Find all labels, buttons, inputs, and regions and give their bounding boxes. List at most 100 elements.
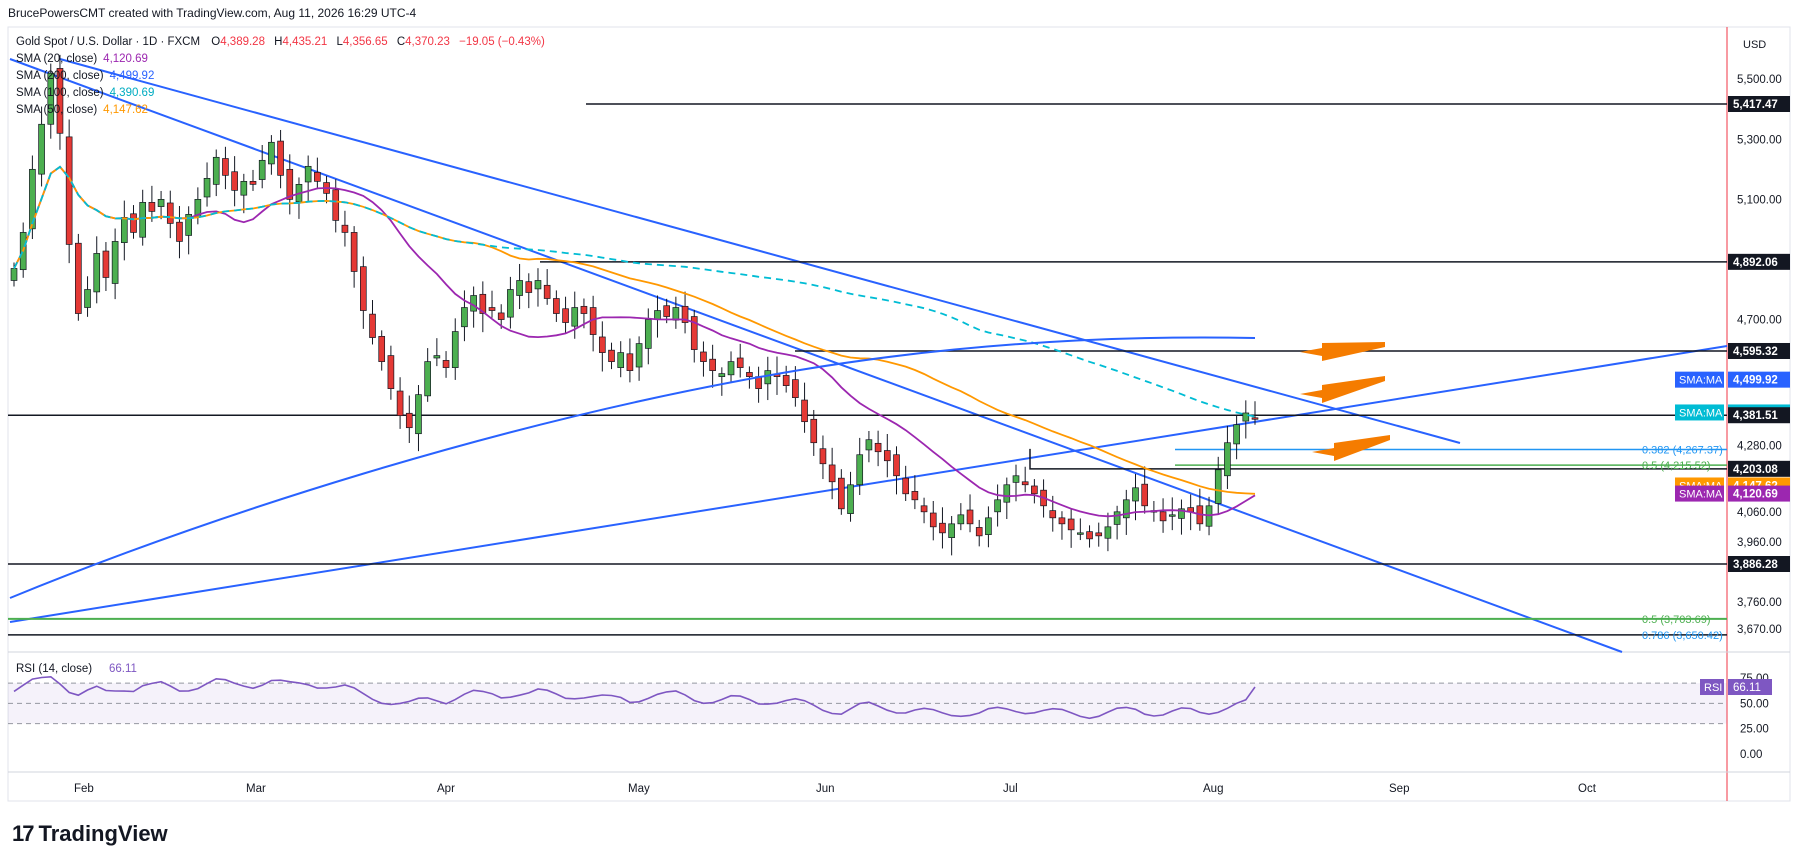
candle-body	[975, 527, 983, 537]
price-label-tag-bg	[1675, 485, 1724, 502]
tradingview-logo[interactable]: 17 TradingView	[12, 820, 168, 848]
candle-body	[424, 361, 431, 397]
rsi-value-axis: 66.11	[1733, 682, 1761, 694]
fib-label: 0.786 (3,650.42)	[1642, 630, 1723, 642]
candle-body	[801, 399, 808, 423]
price-label-bg	[1728, 460, 1790, 477]
price-label-bg	[1728, 96, 1790, 112]
trendline-long-descending	[59, 58, 1461, 444]
time-axis-tick: Sep	[1389, 783, 1409, 795]
price-axis-tick: 4,060.00	[1737, 507, 1782, 519]
candle-body	[792, 379, 799, 399]
publisher-text: BrucePowersCMT created with TradingView.…	[8, 6, 417, 20]
candle-body	[1104, 526, 1112, 539]
candle-body	[700, 351, 707, 362]
candle-body	[718, 373, 726, 377]
price-label-bg	[1728, 407, 1790, 424]
candle-body	[672, 307, 680, 321]
ohlc-close: 4,370.23	[405, 36, 450, 48]
candle-body	[84, 289, 91, 308]
price-axis-tick: 4,700.00	[1737, 315, 1782, 327]
candle-body	[479, 293, 487, 314]
candle-body	[1233, 424, 1240, 445]
indicator-sma50[interactable]: SMA (50, close) 4,147.62	[16, 104, 148, 116]
sma200-line	[9, 336, 1256, 599]
rsi-tag: RSI	[1704, 682, 1722, 694]
candle-body	[415, 394, 422, 435]
orange-arrow-annotation	[1300, 376, 1385, 403]
indicator-sma200[interactable]: SMA (200, close) 4,499.92	[16, 70, 155, 82]
price-label: SMA:MA 4,499.92	[1675, 371, 1790, 388]
candle-body	[608, 349, 615, 362]
price-chart[interactable]: 0.382 (4,267.37) 0.5 (4,215.52) 0.5 (3,703…	[0, 26, 1802, 810]
time-axis-tick: Apr	[437, 783, 455, 795]
price-label-bg	[1728, 371, 1790, 388]
candle-body	[736, 357, 744, 368]
price-label: 4,892.06	[1728, 253, 1790, 270]
candle-body	[1168, 514, 1176, 517]
candle-body	[360, 266, 367, 311]
candle-body	[1012, 475, 1020, 483]
candle-body	[1067, 518, 1075, 531]
candle-body	[249, 180, 257, 185]
price-label: 4,203.08	[1728, 460, 1790, 477]
candle-body	[332, 189, 340, 221]
candle-body	[847, 484, 854, 514]
candle-body	[203, 177, 211, 198]
price-label-tag: SMA:MA	[1679, 489, 1723, 501]
candle-body	[1224, 442, 1231, 477]
indicator-sma20[interactable]: SMA (20, close) 4,120.69	[16, 53, 148, 65]
price-axis-tick: 5,500.00	[1737, 74, 1782, 86]
candle-body	[543, 284, 551, 299]
currency-label: USD	[1743, 39, 1766, 51]
candle-body	[1122, 499, 1130, 519]
indicator-sma100[interactable]: SMA (100, close) 4,390.69	[16, 87, 155, 99]
symbol-title: Gold Spot / U.S. Dollar · 1D · FXCM	[16, 36, 201, 48]
candle-body	[534, 280, 542, 290]
candle-body	[948, 523, 955, 538]
candle-body	[314, 171, 321, 182]
candle-body	[681, 305, 689, 323]
candle-body	[102, 250, 110, 278]
price-label: 4,381.51	[1728, 407, 1790, 424]
time-axis-tick: Mar	[246, 783, 266, 795]
candle-body	[405, 412, 413, 429]
ohlc-low: 4,356.65	[342, 36, 388, 48]
candle-body	[1095, 532, 1103, 537]
candle-body	[580, 305, 588, 314]
candle-body	[746, 372, 753, 377]
time-axis-tick: Jul	[1003, 783, 1018, 795]
time-axis-tick: Feb	[74, 783, 94, 795]
price-label-bg	[1728, 253, 1790, 270]
fib-label: 0.5 (3,703.69)	[1642, 614, 1711, 626]
rsi-tag-bg	[1700, 679, 1724, 696]
candle-body	[176, 221, 183, 242]
candle-body	[378, 336, 386, 362]
time-axis-tick: Aug	[1203, 783, 1223, 795]
candle-body	[1077, 532, 1084, 535]
candle-body	[994, 499, 1001, 513]
candle-body	[1214, 469, 1222, 504]
candle-body	[222, 158, 229, 176]
candle-body	[654, 310, 661, 320]
time-axis-tick: May	[628, 783, 650, 795]
candle-body	[571, 307, 579, 327]
rsi-label: RSI (14, close)	[16, 663, 92, 675]
candle-body	[1003, 484, 1011, 503]
price-label-text: 4,203.08	[1733, 464, 1778, 476]
candle-body	[166, 202, 174, 224]
candle-body	[507, 289, 514, 318]
candle-body	[139, 202, 147, 238]
price-label-text: 5,417.47	[1733, 99, 1778, 111]
candle-body	[856, 454, 864, 486]
price-label: 5,417.47	[1728, 96, 1790, 112]
candle-body	[1242, 412, 1250, 422]
price-axis-tick: 5,100.00	[1737, 194, 1782, 206]
candle-body	[38, 123, 45, 175]
rsi-value: 66.11	[109, 663, 137, 675]
candle-body	[1251, 417, 1259, 420]
price-label-tag-bg	[1675, 404, 1724, 421]
candle-body	[120, 217, 128, 243]
candle-body	[920, 505, 928, 513]
price-label-text: 4,381.51	[1733, 410, 1778, 422]
